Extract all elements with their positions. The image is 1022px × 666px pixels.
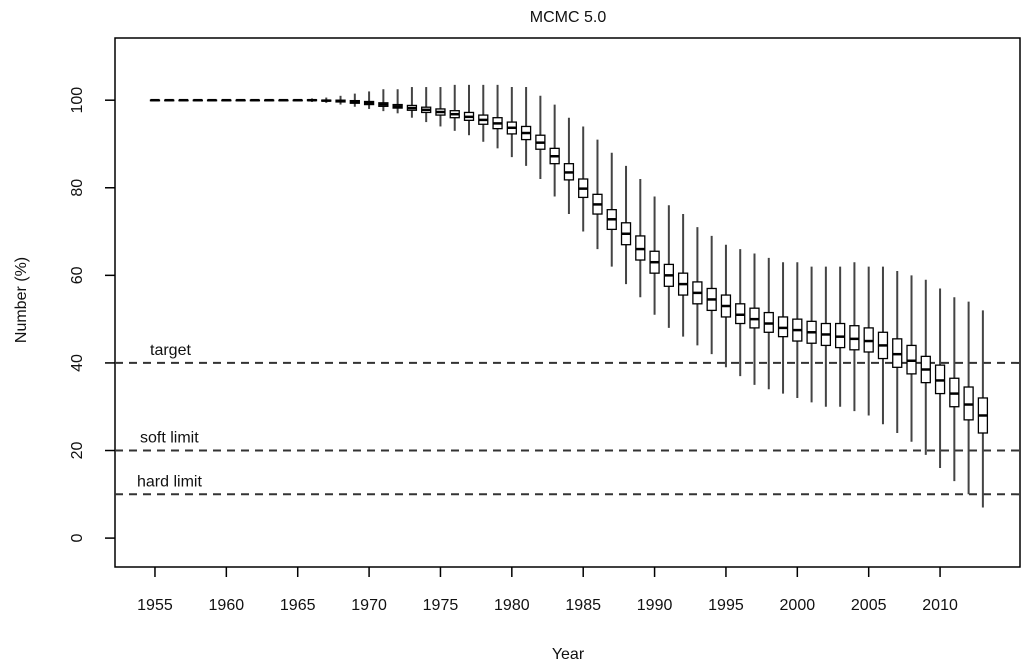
x-tick-label: 1995	[708, 597, 744, 614]
x-tick-label: 1980	[494, 597, 530, 614]
x-tick-label: 1965	[280, 597, 316, 614]
reference-label: target	[150, 342, 191, 359]
x-tick-label: 1975	[423, 597, 459, 614]
x-tick-label: 1955	[137, 597, 173, 614]
y-tick-label: 20	[69, 442, 86, 460]
y-tick-label: 100	[69, 87, 86, 114]
chart-title: MCMC 5.0	[530, 9, 607, 26]
reference-label: soft limit	[140, 430, 199, 447]
y-tick-label: 0	[69, 534, 86, 543]
x-tick-label: 2000	[780, 597, 816, 614]
x-tick-label: 1970	[351, 597, 387, 614]
y-axis-label: Number (%)	[13, 257, 30, 343]
x-tick-label: 2010	[922, 597, 958, 614]
y-tick-label: 80	[69, 179, 86, 197]
plot-frame	[114, 37, 1021, 568]
y-tick-label: 60	[69, 266, 86, 284]
x-tick-label: 1990	[637, 597, 673, 614]
reference-label: hard limit	[137, 474, 202, 491]
x-tick-label: 1985	[565, 597, 601, 614]
x-axis-label: Year	[552, 646, 585, 663]
x-tick-label: 1960	[209, 597, 245, 614]
y-tick-label: 40	[69, 354, 86, 372]
x-tick-label: 2005	[851, 597, 887, 614]
